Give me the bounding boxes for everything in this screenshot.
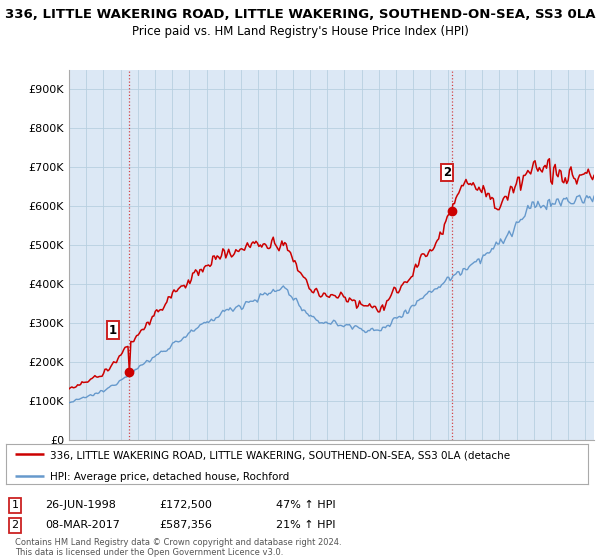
Text: 1: 1: [11, 500, 19, 510]
Text: 336, LITTLE WAKERING ROAD, LITTLE WAKERING, SOUTHEND-ON-SEA, SS3 0LA (detache: 336, LITTLE WAKERING ROAD, LITTLE WAKERI…: [50, 450, 510, 460]
Text: 47% ↑ HPI: 47% ↑ HPI: [276, 500, 335, 510]
Text: £172,500: £172,500: [159, 500, 212, 510]
Text: Contains HM Land Registry data © Crown copyright and database right 2024.
This d: Contains HM Land Registry data © Crown c…: [15, 538, 341, 557]
Text: Price paid vs. HM Land Registry's House Price Index (HPI): Price paid vs. HM Land Registry's House …: [131, 25, 469, 38]
Text: 26-JUN-1998: 26-JUN-1998: [45, 500, 116, 510]
Text: 2: 2: [11, 520, 19, 530]
Text: 08-MAR-2017: 08-MAR-2017: [45, 520, 120, 530]
Text: 1: 1: [109, 324, 117, 337]
Text: 336, LITTLE WAKERING ROAD, LITTLE WAKERING, SOUTHEND-ON-SEA, SS3 0LA: 336, LITTLE WAKERING ROAD, LITTLE WAKERI…: [5, 8, 595, 21]
Text: HPI: Average price, detached house, Rochford: HPI: Average price, detached house, Roch…: [50, 472, 289, 482]
Text: 2: 2: [443, 166, 451, 179]
Text: £587,356: £587,356: [159, 520, 212, 530]
Text: 21% ↑ HPI: 21% ↑ HPI: [276, 520, 335, 530]
